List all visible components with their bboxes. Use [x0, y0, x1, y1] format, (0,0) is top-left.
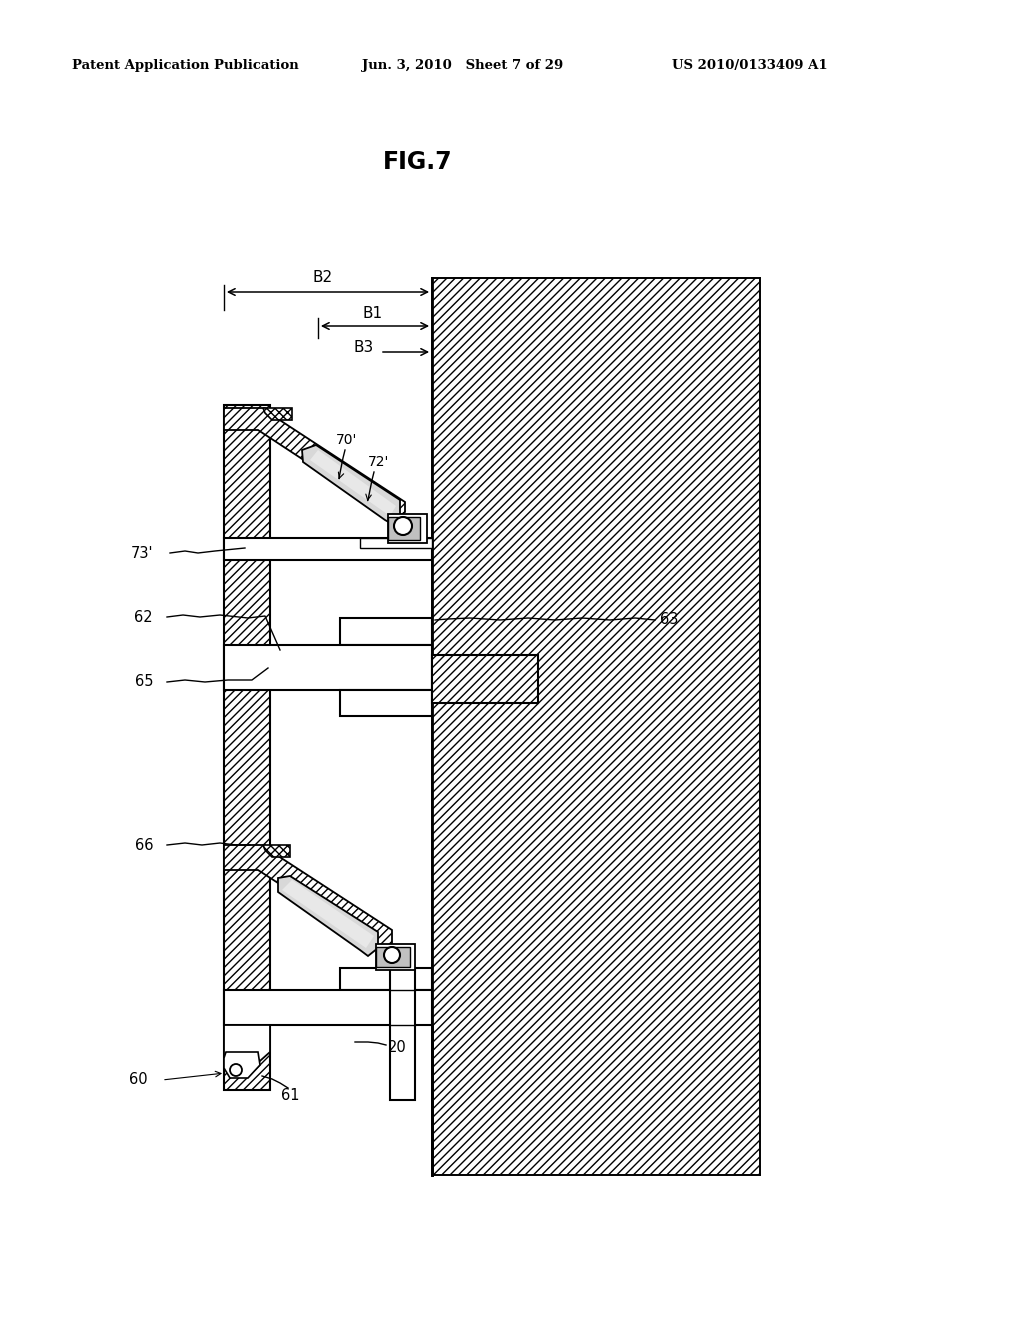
Polygon shape	[282, 880, 374, 948]
Polygon shape	[388, 517, 420, 540]
Polygon shape	[224, 539, 432, 560]
Polygon shape	[340, 968, 432, 990]
Polygon shape	[224, 408, 406, 520]
Polygon shape	[278, 876, 378, 956]
Polygon shape	[224, 990, 432, 1026]
Polygon shape	[390, 968, 415, 1100]
Polygon shape	[310, 450, 396, 516]
Polygon shape	[340, 618, 432, 645]
Text: 63: 63	[660, 612, 678, 627]
Text: 62: 62	[134, 610, 153, 624]
Text: US 2010/0133409 A1: US 2010/0133409 A1	[672, 59, 827, 73]
Text: Jun. 3, 2010   Sheet 7 of 29: Jun. 3, 2010 Sheet 7 of 29	[362, 59, 563, 73]
Circle shape	[230, 1064, 242, 1076]
Text: 73': 73'	[130, 545, 153, 561]
Text: FIG.7: FIG.7	[383, 150, 453, 174]
Polygon shape	[302, 445, 400, 524]
Text: 72': 72'	[368, 455, 389, 469]
Polygon shape	[263, 845, 290, 857]
Text: B3: B3	[353, 339, 374, 355]
Polygon shape	[388, 513, 427, 543]
Polygon shape	[340, 690, 432, 715]
Text: 70': 70'	[336, 433, 357, 447]
Polygon shape	[263, 408, 292, 420]
Text: 61: 61	[281, 1088, 299, 1102]
Bar	[432, 279, 760, 1175]
Polygon shape	[376, 946, 410, 968]
Text: B2: B2	[313, 271, 333, 285]
Text: 60: 60	[129, 1072, 148, 1088]
Text: 65: 65	[134, 675, 153, 689]
Circle shape	[384, 946, 400, 964]
Text: Patent Application Publication: Patent Application Publication	[72, 59, 299, 73]
Text: B1: B1	[362, 305, 383, 321]
Text: 66: 66	[134, 837, 153, 853]
Polygon shape	[224, 645, 432, 690]
Bar	[224, 405, 270, 1090]
Bar	[432, 655, 538, 704]
Polygon shape	[224, 1052, 260, 1078]
Circle shape	[394, 517, 412, 535]
Polygon shape	[376, 944, 415, 970]
Polygon shape	[360, 539, 432, 548]
Polygon shape	[224, 845, 392, 950]
Text: 20: 20	[388, 1040, 407, 1056]
Polygon shape	[224, 1026, 270, 1068]
